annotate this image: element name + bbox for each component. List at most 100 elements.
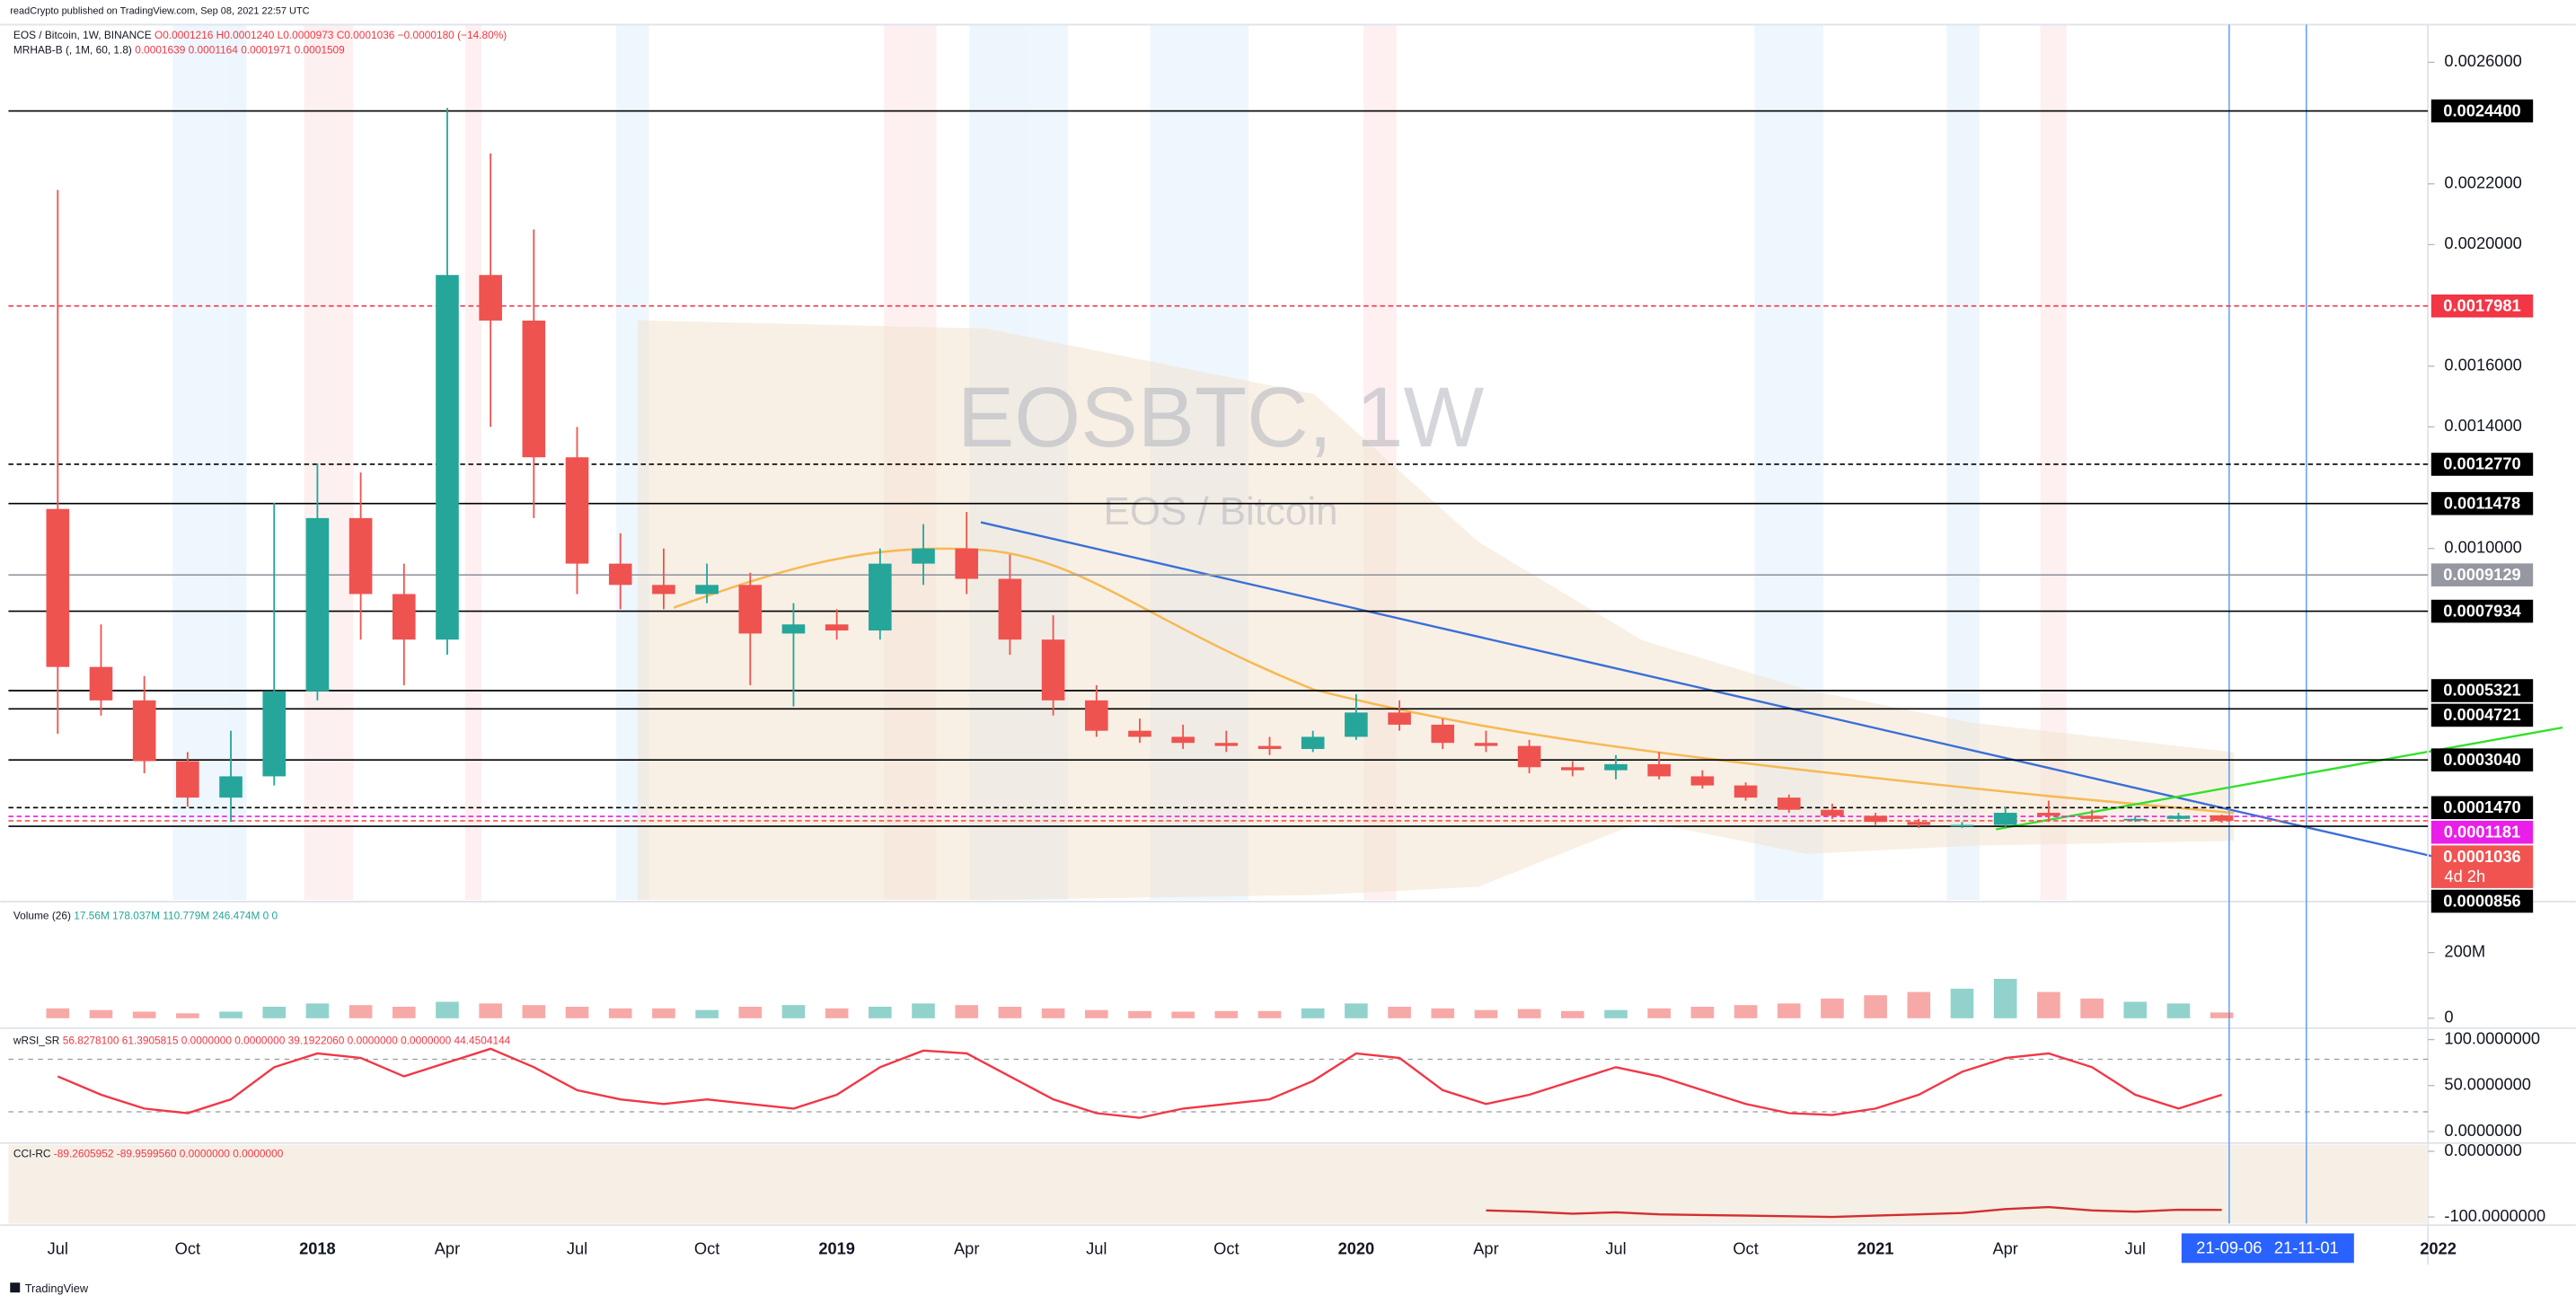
candle-body	[2210, 815, 2234, 821]
volume-bar	[436, 1001, 459, 1018]
x-tick-label: Jul	[567, 1238, 587, 1257]
price-tag	[2430, 491, 2534, 515]
candle-body	[132, 700, 156, 762]
y-tick-label: 50.0000000	[2444, 1075, 2531, 1094]
volume-bar	[1084, 1009, 1108, 1018]
volume-bar	[1517, 1009, 1541, 1018]
candle-body	[1388, 712, 1411, 725]
legend-name: EOS / Bitcoin, 1W, BINANCE	[13, 29, 152, 41]
volume-bar	[1993, 978, 2017, 1018]
rsi-legend: wRSI_SR 56.8278100 61.3905815 0.0000000 …	[13, 1035, 511, 1047]
volume-bar	[2080, 998, 2104, 1018]
price-tag	[2430, 679, 2534, 702]
candle-body	[565, 457, 589, 564]
candle-body	[1907, 822, 1931, 825]
volume-bar	[1734, 1005, 1758, 1018]
candle-body	[219, 776, 243, 798]
candle-body	[738, 585, 763, 634]
x-tick-label: Oct	[1213, 1238, 1239, 1257]
volume-bar	[479, 1003, 502, 1018]
volume-bar	[738, 1007, 763, 1018]
y-tick-label: 0.0022000	[2444, 173, 2521, 192]
candle-body	[825, 624, 849, 631]
price-tag-label: 0.0017981	[2443, 295, 2520, 314]
x-tick-label: Jul	[48, 1238, 68, 1257]
candle-body	[1777, 797, 1801, 810]
volume-bar	[998, 1007, 1022, 1018]
legend-name: MRHAB-B (, 1M, 60, 1.8)	[13, 44, 132, 57]
x-tick-label: 2021	[1857, 1238, 1894, 1257]
price-tag	[2430, 294, 2534, 318]
volume-bar	[1041, 1008, 1065, 1018]
candle-body	[1214, 743, 1239, 746]
time-marker-box	[2181, 1233, 2354, 1264]
price-tag-label: 0.0011478	[2444, 493, 2520, 512]
y-tick-label: -100.0000000	[2444, 1206, 2545, 1225]
price-tag-label: 0.0007934	[2443, 601, 2521, 620]
price-tag	[2430, 748, 2534, 771]
x-tick-label: Jul	[1086, 1238, 1107, 1257]
volume-bar	[89, 1009, 113, 1018]
price-tag-label: 0.0001181	[2444, 822, 2520, 841]
price-tag-label: 0.0004721	[2443, 705, 2520, 724]
y-tick-label: 200M	[2444, 941, 2485, 960]
x-tick-label: 2018	[299, 1238, 336, 1257]
x-tick-label: 2019	[818, 1238, 855, 1257]
x-tick-label: 2022	[2420, 1238, 2457, 1257]
volume-bar	[2037, 991, 2060, 1018]
price-tag	[2430, 820, 2534, 844]
volume-bar	[652, 1008, 675, 1018]
candle-body	[1864, 815, 1887, 823]
price-tag-countdown: 4d 2h	[2444, 867, 2485, 885]
price-tag-label: 0.0012770	[2443, 454, 2520, 473]
volume-bar	[1431, 1008, 1455, 1018]
y-tick-label: 0.0014000	[2444, 416, 2521, 435]
candle-body	[1604, 763, 1628, 771]
candle-body	[1128, 730, 1151, 737]
volume-bar	[305, 1003, 330, 1018]
volume-bar	[1214, 1010, 1239, 1018]
price-tag	[2430, 99, 2534, 123]
y-tick-label: 0.0010000	[2444, 538, 2521, 557]
y-tick-label: 100.0000000	[2444, 1028, 2540, 1047]
legend-values: 56.8278100 61.3905815 0.0000000 0.000000…	[63, 1035, 511, 1047]
volume-bar	[1345, 1003, 1368, 1018]
cci-legend: CCI-RC -89.2605952 -89.9599560 0.0000000…	[13, 1148, 284, 1160]
x-tick-label: Oct	[175, 1238, 200, 1257]
volume-bar	[1690, 1007, 1715, 1018]
legend-values: -89.2605952 -89.9599560 0.0000000 0.0000…	[54, 1148, 284, 1160]
price-tag	[2430, 599, 2534, 623]
y-tick-label: 0.0000000	[2444, 1141, 2521, 1159]
candle-body	[262, 691, 287, 777]
volume-bar	[1907, 991, 1931, 1018]
footer: TradingView	[25, 1282, 89, 1295]
price-tag	[2430, 453, 2534, 476]
volume-bar	[1301, 1008, 1325, 1018]
candle-body	[1431, 724, 1455, 744]
candle-body	[1950, 824, 1974, 827]
candle-body	[1301, 736, 1325, 749]
time-marker: 21-11-01	[2274, 1238, 2339, 1257]
watermark-sub: EOS / Bitcoin	[1104, 489, 1338, 533]
candle-body	[2166, 815, 2191, 819]
volume-bar	[522, 1005, 546, 1018]
volume-bar	[132, 1011, 156, 1018]
legend: EOS / Bitcoin, 1W, BINANCE O0.0001216 H0…	[13, 29, 507, 41]
y-tick-label: 0.0000000	[2444, 1121, 2521, 1140]
time-marker: 21-09-06	[2196, 1238, 2262, 1257]
indicator-line	[1486, 1205, 2222, 1219]
candle-body	[1345, 712, 1368, 737]
legend-name: wRSI_SR	[13, 1035, 60, 1047]
volume-bar	[608, 1008, 632, 1018]
volume-bar	[695, 1009, 719, 1018]
x-tick-label: Oct	[694, 1238, 719, 1257]
candle-body	[1993, 813, 2017, 825]
volume-bar	[1864, 995, 1887, 1018]
candle-body	[998, 578, 1022, 640]
volume-bar	[825, 1008, 849, 1018]
candle-body	[89, 666, 113, 700]
candle-body	[1647, 763, 1671, 777]
candle-body	[1561, 767, 1584, 771]
publisher: readCrypto published on TradingView.com,…	[10, 6, 309, 17]
indicator-legend: MRHAB-B (, 1M, 60, 1.8) 0.0001639 0.0001…	[13, 44, 345, 57]
